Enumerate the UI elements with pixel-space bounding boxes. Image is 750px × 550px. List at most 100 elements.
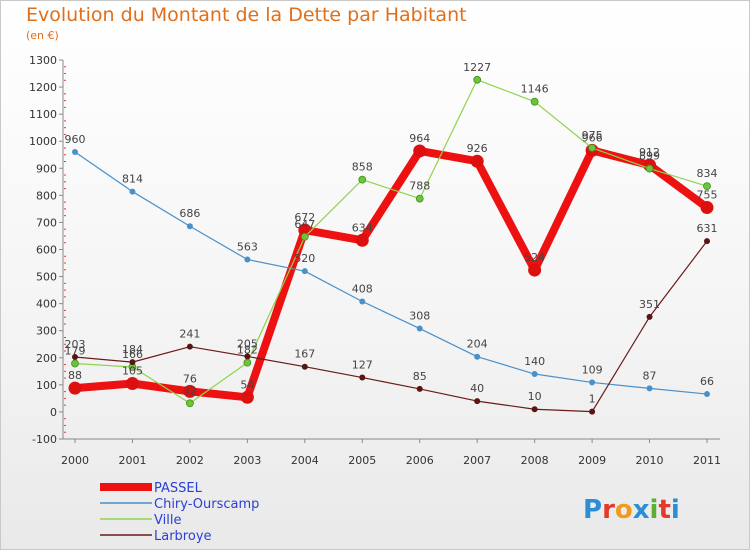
y-tick: 1200	[29, 66, 66, 94]
data-label: 755	[697, 189, 718, 202]
data-label: 960	[65, 133, 86, 146]
data-label: 1227	[463, 61, 491, 74]
data-point	[474, 353, 481, 360]
data-label: 182	[237, 344, 258, 357]
data-point	[470, 154, 484, 168]
x-tick: 2001	[118, 439, 146, 467]
x-tick-label: 2000	[61, 454, 89, 467]
y-tick-label: 500	[36, 271, 57, 284]
data-point	[72, 149, 78, 156]
series-lines	[68, 75, 714, 415]
data-point	[473, 75, 482, 84]
x-tick: 2002	[176, 439, 204, 467]
data-label: 203	[65, 338, 86, 351]
x-tick: 2004	[291, 439, 319, 467]
axes: -100 0 100 200 300 400 500 600 700 800 900 1000 1100…	[29, 54, 721, 467]
y-tick: 0	[50, 391, 66, 419]
y-tick-label: 800	[36, 189, 57, 202]
data-label: 32	[183, 384, 197, 397]
y-tick-label: 700	[36, 216, 57, 229]
data-label: 520	[294, 252, 315, 265]
data-label: 1146	[521, 83, 549, 96]
data-point	[416, 385, 423, 392]
data-point	[71, 359, 79, 368]
data-label: 10	[528, 390, 542, 403]
x-tick: 2005	[348, 439, 376, 467]
x-tick: 2008	[521, 439, 549, 467]
data-point	[588, 144, 596, 152]
data-point	[646, 313, 653, 320]
data-label: 241	[179, 328, 200, 341]
chart-title: Evolution du Montant de la Dette par Hab…	[26, 4, 467, 26]
y-tick: 400	[36, 282, 66, 311]
data-point	[704, 391, 710, 398]
y-tick-label: 1200	[29, 81, 57, 94]
data-point	[359, 374, 366, 381]
y-tick: 800	[36, 174, 66, 202]
y-tick: 1000	[29, 120, 66, 148]
data-point	[125, 377, 139, 391]
data-point	[359, 298, 366, 305]
x-tick-label: 2009	[578, 454, 606, 467]
data-label: 351	[639, 298, 660, 311]
data-label: 166	[122, 348, 143, 361]
data-point	[415, 194, 424, 203]
data-label: 912	[639, 146, 660, 159]
x-tick: 2011	[693, 439, 721, 467]
data-label: 631	[697, 222, 718, 235]
data-point	[703, 182, 711, 191]
data-label: 834	[697, 167, 718, 180]
data-point	[301, 363, 308, 370]
data-label: 40	[470, 382, 484, 395]
data-point	[129, 188, 136, 195]
y-tick-label: 200	[36, 352, 57, 365]
x-tick: 2007	[463, 439, 491, 467]
data-point	[589, 379, 596, 386]
y-tick-label: 1100	[29, 108, 57, 121]
y-tick: -100	[32, 418, 66, 446]
y-tick-label: 100	[36, 379, 57, 392]
data-label: 686	[179, 207, 200, 220]
x-tick-label: 2008	[521, 454, 549, 467]
y-tick-label: 900	[36, 162, 57, 175]
x-tick: 2006	[406, 439, 434, 467]
data-point	[186, 343, 193, 350]
legend-label: PASSEL	[154, 481, 203, 496]
y-tick-label: -100	[32, 433, 57, 446]
data-label: 524	[524, 251, 545, 264]
data-point	[646, 385, 653, 392]
data-label: 814	[122, 173, 143, 186]
chart-subtitle: (en €)	[26, 29, 59, 42]
legend-label: Chiry-Ourscamp	[154, 497, 259, 512]
data-label: 634	[352, 221, 373, 234]
y-tick: 100	[36, 364, 66, 392]
data-point	[240, 390, 254, 404]
y-tick: 900	[36, 147, 66, 175]
y-tick: 700	[36, 201, 66, 229]
x-tick: 2000	[61, 439, 89, 467]
data-label: 76	[183, 372, 197, 385]
legend-label: Ville	[154, 513, 181, 528]
data-point	[186, 223, 193, 230]
data-point	[530, 97, 539, 106]
data-label: 858	[352, 161, 373, 174]
data-point	[704, 238, 710, 245]
x-tick-label: 2007	[463, 454, 491, 467]
x-tick-label: 2003	[233, 454, 261, 467]
data-point	[244, 256, 251, 263]
data-label: 1	[589, 393, 596, 406]
y-tick-label: 600	[36, 244, 57, 257]
data-point	[474, 398, 481, 405]
data-point	[183, 384, 197, 398]
svg-text:Proxiti: Proxiti	[583, 495, 680, 525]
data-label: 179	[65, 344, 86, 357]
x-tick-label: 2011	[693, 454, 721, 467]
y-tick-label: 1300	[29, 54, 57, 67]
data-label: 167	[294, 348, 315, 361]
data-point	[358, 175, 367, 184]
data-point	[700, 201, 714, 215]
x-tick-label: 2006	[406, 454, 434, 467]
